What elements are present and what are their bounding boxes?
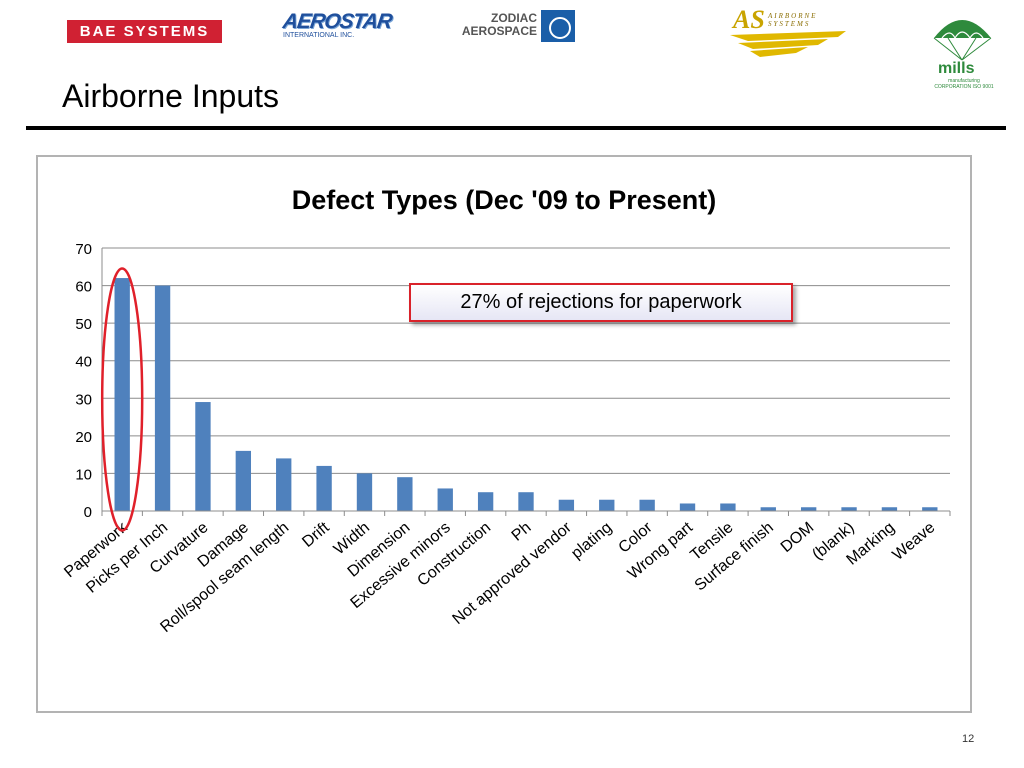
aerostar-logo-text: AEROSTAR: [281, 10, 393, 33]
bar-dom: [800, 507, 817, 511]
y-tick-label: 70: [75, 241, 92, 258]
airborne-systems-mark: AS: [733, 5, 765, 34]
bar-construction: [477, 492, 494, 511]
bar-wrong-part: [679, 503, 696, 511]
y-tick-label: 40: [75, 354, 92, 371]
bar-marking: [881, 507, 898, 511]
aerostar-logo-subtext: INTERNATIONAL INC.: [283, 32, 355, 39]
bar-picks-per-inch: [154, 285, 171, 511]
bar-drift: [316, 465, 332, 511]
y-tick-label: 50: [75, 316, 92, 333]
bae-systems-logo: BAE SYSTEMS: [67, 20, 222, 43]
y-tick-label: 20: [75, 429, 92, 446]
bar-excessive-minors: [437, 488, 453, 511]
mills-logo-text: mills: [938, 60, 975, 77]
y-tick-label: 30: [75, 391, 92, 408]
bar-weave: [922, 507, 938, 511]
x-tick-label: Weave: [890, 519, 939, 564]
mills-logo-subtext: manufacturing CORPORATION ISO 9001: [934, 78, 994, 90]
slide-title: Airborne Inputs: [62, 78, 280, 114]
chart-y-axis-labels: 0 10 20 30 40 50 60 70: [75, 241, 92, 521]
airborne-systems-logo: AS AIRBORNE SYSTEMS: [728, 5, 848, 60]
bar-color: [639, 499, 655, 511]
defect-bar-chart: Defect Types (Dec '09 to Present) 0 10 20 3…: [61, 185, 951, 636]
mills-manufacturing-logo: mills manufacturing CORPORATION ISO 9001: [930, 8, 995, 96]
zodiac-emblem-icon: [541, 10, 575, 42]
bar-dimension: [397, 477, 413, 511]
page-number: 12: [962, 733, 975, 745]
x-tick-label: plating: [568, 519, 615, 562]
bar-plating: [599, 499, 615, 511]
wing-icon: [730, 31, 846, 57]
paperwork-highlight-ellipse: [100, 267, 144, 532]
bar-curvature: [195, 402, 211, 511]
title-divider: [26, 126, 1006, 130]
chart-title: Defect Types (Dec '09 to Present): [292, 185, 717, 215]
bar-ph: [518, 492, 534, 511]
bar-surface-finish: [760, 507, 776, 511]
bar-roll-spool-seam-length: [276, 458, 292, 511]
chart-bars: [114, 278, 938, 511]
zodiac-aerospace-logo: ZODIAC AEROSPACE: [453, 10, 578, 44]
airborne-systems-name: AIRBORNE SYSTEMS: [768, 12, 818, 28]
y-tick-label: 60: [75, 279, 92, 296]
aerostar-logo: AEROSTAR INTERNATIONAL INC.: [281, 10, 393, 52]
bar-tensile: [720, 503, 736, 511]
paperwork-callout: 27% of rejections for paperwork: [409, 283, 793, 322]
y-tick-label: 0: [84, 504, 92, 521]
zodiac-logo-line2: AEROSPACE: [461, 24, 537, 38]
zodiac-logo-line1: ZODIAC: [491, 11, 537, 25]
bar-paperwork: [114, 278, 130, 511]
bar-width: [356, 473, 373, 511]
bar-not-approved-vendor: [558, 499, 575, 511]
bar-blank: [841, 507, 857, 511]
y-tick-label: 10: [75, 466, 92, 483]
parachute-icon: [933, 20, 992, 61]
x-tick-label: Ph: [509, 519, 535, 545]
bar-damage: [235, 450, 252, 511]
chart-frame: Defect Types (Dec '09 to Present) 0 10 20 3…: [36, 155, 972, 713]
x-tick-label: Drift: [299, 519, 333, 551]
